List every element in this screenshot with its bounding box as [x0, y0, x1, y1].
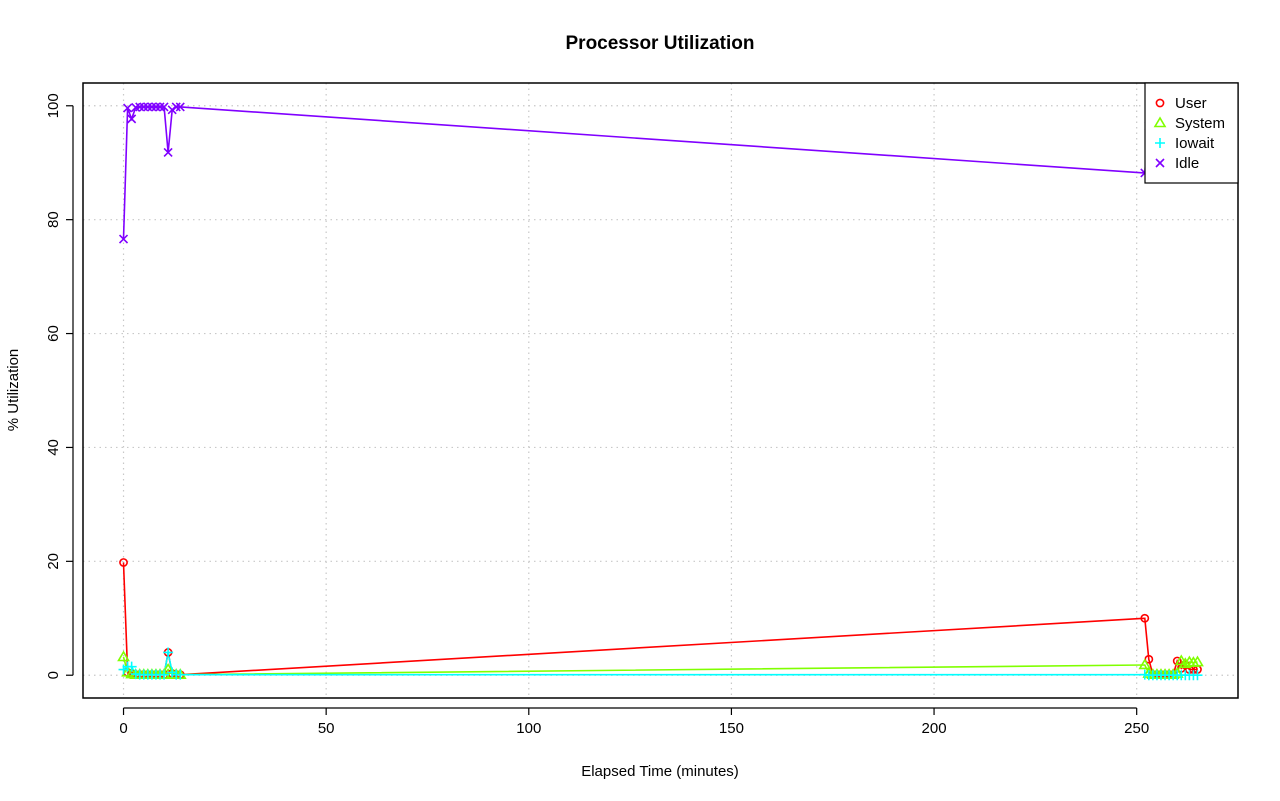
y-tick-label: 20	[45, 553, 62, 570]
point-idle	[127, 114, 137, 124]
legend-key-system	[1153, 116, 1167, 128]
point-idle	[123, 103, 133, 113]
x-axis-label: Elapsed Time (minutes)	[581, 763, 739, 780]
x-tick-label: 100	[516, 720, 541, 737]
y-axis-label: % Utilization	[5, 349, 22, 432]
grid-lines	[83, 83, 1238, 698]
point-idle	[175, 102, 185, 112]
point-iowait	[163, 647, 174, 658]
legend-label-user: User	[1175, 95, 1207, 112]
x-axis: 0 50 100 150 200 250	[119, 707, 1149, 737]
x-tick-label: 50	[318, 720, 335, 737]
legend-key-user	[1155, 98, 1165, 108]
series-line-system	[122, 656, 1198, 676]
x-tick-label: 200	[922, 720, 947, 737]
point-idle	[147, 102, 157, 112]
point-idle	[171, 102, 181, 112]
series-points	[117, 102, 1204, 681]
x-tick-label: 250	[1124, 720, 1149, 737]
point-idle	[143, 102, 153, 112]
x-tick-label: 0	[119, 720, 127, 737]
y-tick-label: 100	[45, 93, 62, 118]
point-idle	[163, 147, 173, 158]
point-idle	[159, 102, 169, 112]
legend-label-system: System	[1175, 115, 1225, 132]
plot-frame	[82, 82, 1239, 699]
point-system	[1138, 658, 1152, 670]
point-idle	[151, 102, 161, 112]
x-tick-label: 150	[719, 720, 744, 737]
series-line-user	[122, 562, 1198, 676]
legend-box	[1144, 82, 1239, 184]
point-idle	[155, 102, 165, 112]
legend-key-idle	[1155, 158, 1165, 168]
chart-title: Processor Utilization	[566, 33, 755, 54]
point-user	[119, 558, 128, 567]
point-system	[1191, 655, 1204, 667]
y-axis: 0 20 40 60 80 100	[45, 93, 74, 679]
legend-label-idle: Idle	[1175, 155, 1199, 172]
series-lines	[122, 106, 1198, 676]
point-idle	[118, 234, 129, 244]
point-idle	[139, 102, 149, 112]
point-iowait	[159, 669, 170, 680]
y-tick-label: 40	[45, 439, 62, 456]
point-user	[1140, 613, 1150, 623]
point-system	[117, 650, 130, 662]
point-idle	[167, 105, 177, 115]
point-system	[1178, 657, 1192, 669]
point-idle	[135, 102, 145, 112]
y-tick-label: 80	[45, 211, 62, 228]
legend: User System Iowait Idle	[1144, 82, 1239, 184]
series-line-iowait	[123, 652, 1198, 676]
y-tick-label: 60	[45, 325, 62, 342]
y-tick-label: 0	[45, 671, 62, 679]
legend-label-iowait: Iowait	[1175, 135, 1215, 152]
point-iowait	[1192, 670, 1203, 681]
point-iowait	[175, 669, 186, 680]
point-iowait	[126, 661, 137, 672]
legend-key-iowait	[1155, 138, 1165, 148]
